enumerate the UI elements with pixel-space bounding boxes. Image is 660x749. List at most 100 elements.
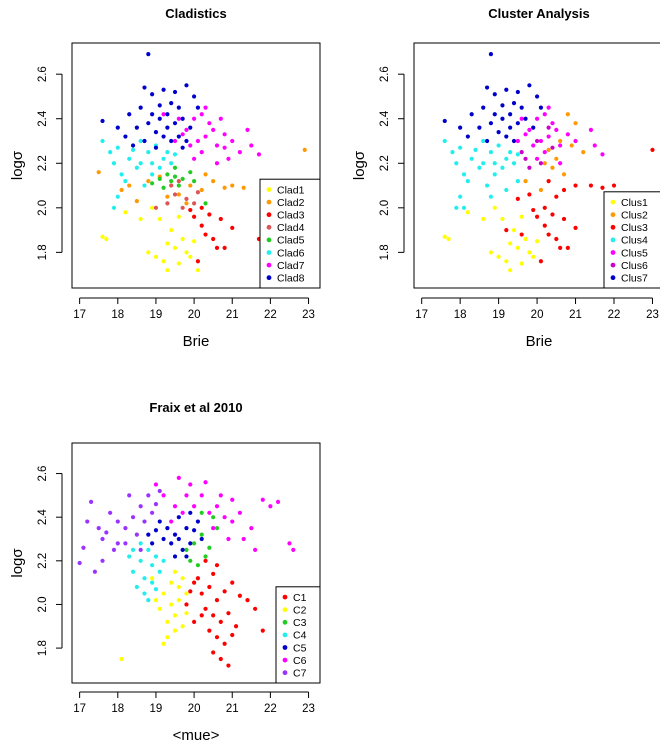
scatter-point <box>519 232 524 237</box>
scatter-point <box>169 602 174 607</box>
scatter-point <box>573 225 578 230</box>
scatter-point <box>165 525 170 531</box>
scatter-point <box>191 214 197 219</box>
scatter-point <box>161 112 166 117</box>
x-tick-label: 21 <box>569 309 582 321</box>
scatter-point <box>172 628 178 633</box>
scatter-point <box>508 112 513 117</box>
scatter-point <box>165 112 170 117</box>
legend-label: Clad8 <box>277 273 305 285</box>
scatter-point <box>565 112 570 117</box>
scatter-point <box>169 183 174 188</box>
scatter-point <box>531 207 536 213</box>
scatter-point <box>150 580 155 585</box>
scatter-point <box>538 105 544 110</box>
x-tick-label: 17 <box>73 703 86 715</box>
scatter-point <box>218 116 223 121</box>
legend-label: Clad1 <box>277 184 305 196</box>
scatter-point <box>481 161 486 166</box>
scatter-point <box>115 125 120 130</box>
scatter-point <box>153 587 159 592</box>
scatter-point <box>104 236 109 242</box>
scatter-point <box>534 138 540 144</box>
scatter-point <box>230 497 235 502</box>
scatter-point <box>146 532 151 537</box>
scatter-point <box>172 121 178 126</box>
points-layer <box>442 52 655 273</box>
scatter-point <box>165 241 170 246</box>
scatter-point <box>85 519 90 524</box>
chart-panel-2: Cluster Analysis 17 18 19 20 21 22 23 1.8 2.0 2.2 2… <box>351 6 660 350</box>
scatter-point <box>442 138 447 144</box>
scatter-point <box>188 482 193 487</box>
scatter-point <box>554 236 559 242</box>
scatter-point <box>218 656 223 662</box>
legend-label: C7 <box>293 668 307 680</box>
scatter-point <box>214 525 220 531</box>
y-tick-label: 2.2 <box>37 553 49 569</box>
scatter-point <box>199 591 204 596</box>
scatter-point <box>165 201 170 206</box>
scatter-point <box>481 105 486 110</box>
scatter-point <box>184 138 189 144</box>
scatter-point <box>142 183 147 188</box>
scatter-point <box>195 138 201 144</box>
x-tick-label: 21 <box>226 703 239 715</box>
scatter-point <box>218 216 223 222</box>
scatter-point <box>161 259 166 264</box>
scatter-point <box>188 125 193 130</box>
legend-label: Clus4 <box>621 235 648 247</box>
scatter-point <box>515 196 520 202</box>
scatter-point <box>534 116 540 121</box>
scatter-point <box>515 152 520 157</box>
legend-marker <box>282 594 288 600</box>
scatter-point <box>473 147 478 153</box>
scatter-point <box>184 611 189 616</box>
legend-marker <box>610 275 616 281</box>
scatter-point <box>127 493 132 498</box>
scatter-point <box>180 132 185 137</box>
legend-marker <box>610 237 616 243</box>
x-axis-label: <mue> <box>173 727 220 744</box>
scatter-point <box>249 143 254 148</box>
scatter-point <box>180 176 185 181</box>
scatter-point <box>527 250 532 255</box>
scatter-point <box>119 187 124 193</box>
scatter-point <box>226 663 231 668</box>
scatter-point <box>150 92 155 97</box>
scatter-point <box>119 656 124 662</box>
scatter-point <box>176 261 181 266</box>
scatter-point <box>165 268 170 273</box>
chart-title: Cladistics <box>165 6 226 21</box>
points-layer <box>96 52 307 273</box>
scatter-point <box>511 138 517 144</box>
scatter-point <box>454 161 459 166</box>
scatter-point <box>188 541 193 546</box>
scatter-point <box>184 493 189 498</box>
scatter-point <box>150 172 155 177</box>
scatter-point <box>504 87 509 92</box>
scatter-point <box>558 138 563 144</box>
scatter-point <box>230 138 235 144</box>
scatter-point <box>241 185 246 190</box>
scatter-point <box>123 541 128 546</box>
legend-label: Clad2 <box>277 197 305 209</box>
scatter-point <box>191 116 197 121</box>
scatter-point <box>184 250 189 255</box>
scatter-point <box>458 194 463 199</box>
scatter-point <box>115 541 120 546</box>
scatter-point <box>191 528 197 533</box>
scatter-point <box>153 597 159 603</box>
scatter-point <box>465 210 470 215</box>
scatter-point <box>260 497 265 502</box>
scatter-point <box>172 138 178 144</box>
legend-marker <box>266 250 272 255</box>
scatter-point <box>484 85 490 90</box>
scatter-point <box>123 134 128 139</box>
scatter-point <box>146 597 151 603</box>
scatter-point <box>287 541 292 546</box>
scatter-point <box>511 101 517 106</box>
y-tick-label: 2.0 <box>37 200 49 216</box>
